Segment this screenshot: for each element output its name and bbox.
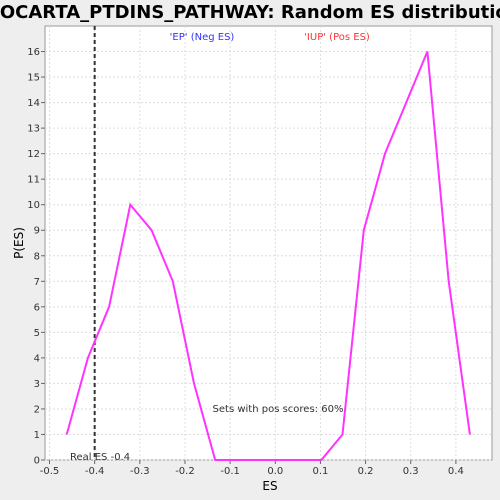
x-tick-label: 0.4 xyxy=(448,466,464,477)
y-tick-label: 15 xyxy=(27,73,40,84)
plot-area xyxy=(44,25,493,461)
real-es-label: Real ES -0.4 xyxy=(70,452,130,463)
y-tick-label: 11 xyxy=(27,175,40,186)
y-tick-label: 2 xyxy=(34,404,40,415)
pos-scores-text: Sets with pos scores: 60% xyxy=(213,404,344,415)
y-tick-label: 3 xyxy=(34,379,40,390)
y-tick-label: 0 xyxy=(34,456,40,467)
pos-es-label: 'IUP' (Pos ES) xyxy=(304,32,370,43)
x-tick-label: 0.0 xyxy=(267,466,283,477)
y-tick-label: 5 xyxy=(34,328,40,339)
x-tick-label: -0.2 xyxy=(175,466,195,477)
y-tick-label: 12 xyxy=(27,149,40,160)
x-tick-label: 0.2 xyxy=(358,466,374,477)
y-tick-label: 4 xyxy=(34,353,40,364)
chart-title: BIOCARTA_PTDINS_PATHWAY: Random ES distr… xyxy=(0,2,500,23)
x-tick-label: -0.4 xyxy=(85,466,105,477)
x-axis-label: ES xyxy=(262,479,277,493)
y-tick-label: 7 xyxy=(34,277,40,288)
series-line xyxy=(65,51,471,461)
y-tick-label: 1 xyxy=(34,430,40,441)
y-tick-label: 13 xyxy=(27,124,40,135)
x-tick-label: -0.5 xyxy=(40,466,60,477)
y-axis-label: P(ES) xyxy=(12,227,26,259)
y-tick-label: 8 xyxy=(34,251,40,262)
x-tick-label: -0.3 xyxy=(130,466,150,477)
x-tick-label: 0.3 xyxy=(403,466,419,477)
x-axis: -0.5 -0.4 -0.3 -0.2 -0.1 0.0 0.1 0.2 0.3 0.4 xyxy=(40,460,464,477)
y-tick-label: 9 xyxy=(34,226,40,237)
y-tick-label: 16 xyxy=(27,47,40,58)
y-tick-label: 6 xyxy=(34,302,40,313)
y-tick-label: 10 xyxy=(27,200,40,211)
x-tick-label: -0.1 xyxy=(220,466,240,477)
neg-es-label: 'EP' (Neg ES) xyxy=(170,32,235,43)
y-tick-label: 14 xyxy=(27,98,40,109)
x-tick-label: 0.1 xyxy=(312,466,328,477)
